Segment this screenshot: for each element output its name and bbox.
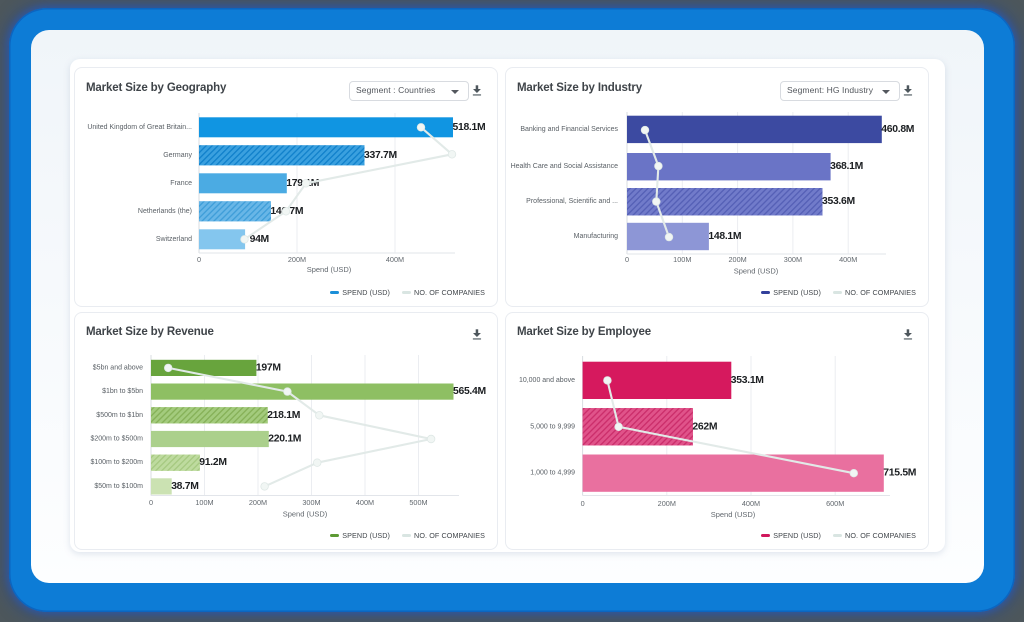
svg-text:$1bn to $5bn: $1bn to $5bn	[102, 388, 143, 395]
svg-text:368.1M: 368.1M	[830, 161, 863, 172]
svg-text:$5bn and above: $5bn and above	[93, 364, 143, 371]
svg-text:460.8M: 460.8M	[881, 124, 914, 135]
svg-text:Spend (USD): Spend (USD)	[283, 510, 328, 519]
svg-text:$200m to $500m: $200m to $500m	[90, 436, 143, 443]
svg-text:Switzerland: Switzerland	[156, 236, 192, 243]
svg-text:220.1M: 220.1M	[268, 434, 301, 445]
svg-text:Netherlands (the): Netherlands (the)	[138, 208, 192, 215]
svg-text:353.6M: 353.6M	[822, 196, 855, 207]
svg-text:0: 0	[197, 255, 201, 264]
svg-text:0: 0	[581, 499, 585, 508]
svg-text:Spend (USD): Spend (USD)	[307, 265, 352, 274]
svg-text:262M: 262M	[692, 421, 717, 432]
svg-text:$50m to $100m: $50m to $100m	[94, 483, 143, 490]
svg-text:France: France	[170, 180, 192, 187]
svg-text:200M: 200M	[728, 255, 746, 264]
svg-text:0: 0	[149, 498, 153, 507]
svg-text:715.5M: 715.5M	[883, 468, 916, 479]
svg-text:200M: 200M	[658, 499, 676, 508]
svg-text:300M: 300M	[302, 498, 320, 507]
svg-text:500M: 500M	[409, 498, 427, 507]
svg-text:38.7M: 38.7M	[171, 481, 198, 492]
svg-text:400M: 400M	[386, 255, 404, 264]
svg-text:518.1M: 518.1M	[453, 122, 486, 133]
svg-text:565.4M: 565.4M	[453, 386, 486, 397]
svg-text:$100m to $200m: $100m to $200m	[90, 459, 143, 466]
svg-text:Germany: Germany	[163, 152, 192, 159]
svg-text:600M: 600M	[826, 499, 844, 508]
svg-text:0: 0	[625, 255, 629, 264]
svg-text:$500m to $1bn: $500m to $1bn	[96, 412, 143, 419]
svg-text:Spend (USD): Spend (USD)	[711, 510, 756, 519]
svg-text:148.1M: 148.1M	[708, 231, 741, 242]
svg-text:94M: 94M	[250, 234, 269, 245]
svg-text:Spend (USD): Spend (USD)	[734, 267, 779, 276]
svg-text:Banking and Financial Services: Banking and Financial Services	[520, 126, 618, 133]
svg-text:Professional, Scientific and .: Professional, Scientific and ...	[526, 198, 618, 205]
svg-text:400M: 400M	[742, 499, 760, 508]
svg-text:1,000 to 4,999: 1,000 to 4,999	[530, 470, 575, 477]
svg-text:300M: 300M	[784, 255, 802, 264]
svg-text:353.1M: 353.1M	[731, 375, 764, 386]
svg-text:91.2M: 91.2M	[199, 457, 226, 468]
svg-text:218.1M: 218.1M	[267, 410, 300, 421]
svg-text:200M: 200M	[288, 255, 306, 264]
svg-text:337.7M: 337.7M	[364, 150, 397, 161]
svg-text:United Kingdom of Great Britai: United Kingdom of Great Britain...	[87, 124, 192, 131]
svg-text:5,000 to 9,999: 5,000 to 9,999	[530, 423, 575, 430]
svg-text:Manufacturing: Manufacturing	[574, 233, 618, 240]
svg-text:200M: 200M	[249, 498, 267, 507]
svg-text:197M: 197M	[256, 362, 281, 373]
svg-text:100M: 100M	[195, 498, 213, 507]
svg-text:100M: 100M	[673, 255, 691, 264]
svg-text:10,000 and above: 10,000 and above	[519, 377, 575, 384]
svg-text:400M: 400M	[839, 255, 857, 264]
svg-text:Health Care and Social Assista: Health Care and Social Assistance	[511, 163, 618, 170]
svg-text:400M: 400M	[356, 498, 374, 507]
